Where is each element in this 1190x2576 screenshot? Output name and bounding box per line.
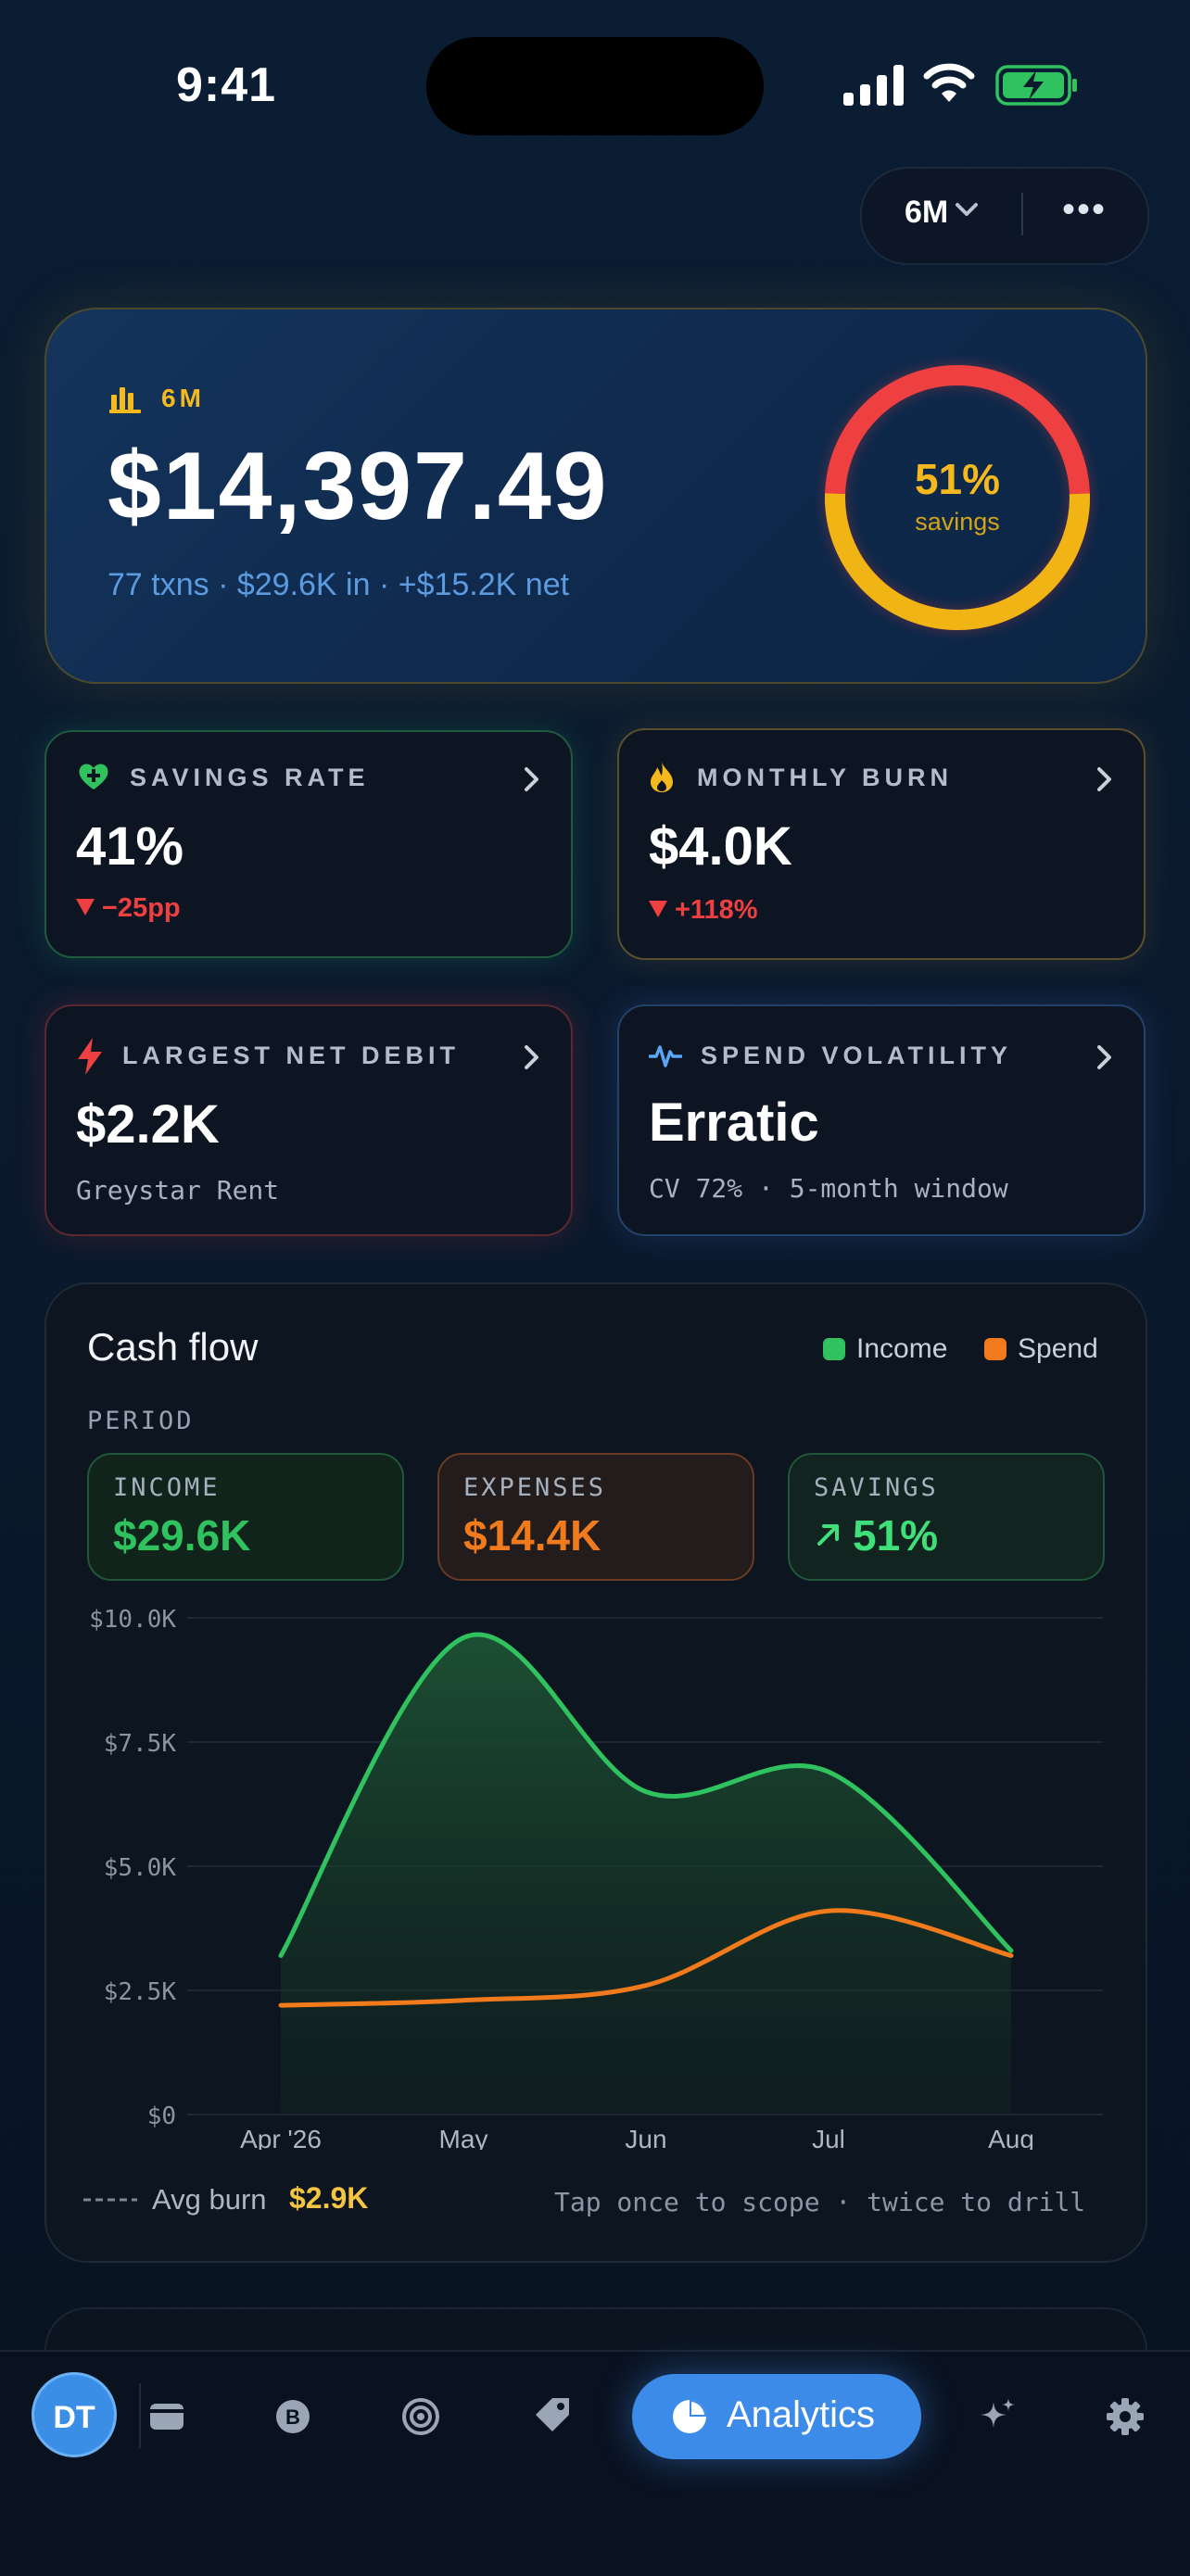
ring-label: savings	[915, 508, 1000, 536]
monthly-burn-label: MONTHLY BURN	[697, 764, 954, 791]
spend-volatility-value: Erratic	[649, 1092, 819, 1153]
lightning-icon	[78, 1038, 102, 1075]
x-tick-label: Jul	[812, 2125, 845, 2150]
avg-burn-label: Avg burn	[152, 2183, 267, 2216]
wallet-icon[interactable]	[146, 2396, 187, 2437]
triangle-down-icon	[76, 899, 95, 915]
bar-chart-icon	[109, 387, 141, 413]
total-balance: $14,397.49	[108, 433, 609, 540]
target-icon[interactable]	[400, 2396, 441, 2437]
spend-series-line	[278, 1908, 1014, 2008]
wifi-icon	[923, 63, 975, 102]
largest-debit-label: LARGEST NET DEBIT	[122, 1042, 461, 1069]
savings-ring[interactable]	[816, 356, 1099, 639]
savings-rate-value: 41%	[76, 816, 184, 877]
triangle-down-icon	[649, 901, 667, 917]
more-options-button[interactable]: •••	[1062, 189, 1108, 230]
tab-analytics-label: Analytics	[727, 2394, 876, 2435]
savings-rate-card[interactable]	[44, 730, 573, 958]
income-value: $29.6K	[113, 1511, 251, 1559]
income-series-line	[278, 1632, 1014, 1958]
largest-debit-card[interactable]	[44, 1004, 573, 1236]
status-time: 9:41	[176, 58, 277, 112]
chevron-right-icon[interactable]	[1095, 1043, 1114, 1071]
bitcoin-icon[interactable]: B	[272, 2396, 313, 2437]
y-tick-label: $7.5K	[104, 1730, 177, 1758]
expenses-value: $14.4K	[463, 1511, 601, 1559]
period-label: PERIOD	[87, 1407, 195, 1435]
savings-label: SAVINGS	[814, 1473, 939, 1502]
gear-icon[interactable]	[1105, 2396, 1146, 2437]
chevron-right-icon[interactable]	[1095, 765, 1114, 793]
x-tick-label: Jun	[625, 2125, 666, 2150]
monthly-burn-card[interactable]	[617, 728, 1146, 960]
monthly-burn-value: $4.0K	[649, 816, 792, 877]
legend-income-swatch	[823, 1338, 845, 1360]
hero-summary: 77 txns · $29.6K in · +$15.2K net	[108, 567, 570, 602]
legend-spend: Spend	[1018, 1333, 1098, 1364]
battery-charging-icon	[995, 65, 1077, 106]
flame-icon	[651, 762, 673, 792]
spend-volatility-card[interactable]	[617, 1004, 1146, 1236]
legend-spend-swatch	[984, 1338, 1006, 1360]
tag-icon[interactable]	[532, 2394, 573, 2435]
cash-flow-chart[interactable]: $10.0K $7.5K $5.0K $2.5K $0 Apr '26 May Jun Jul A…	[56, 1594, 1131, 2150]
ring-percentage: 51%	[914, 455, 1001, 503]
income-summary-box[interactable]	[87, 1453, 404, 1581]
savings-rate-label: SAVINGS RATE	[130, 764, 370, 791]
chevron-right-icon[interactable]	[523, 1043, 541, 1071]
chevron-down-icon[interactable]	[955, 198, 979, 221]
expenses-label: EXPENSES	[463, 1473, 607, 1502]
avg-burn-line-icon	[83, 2198, 137, 2202]
x-tick-label: May	[439, 2125, 488, 2150]
cellular-signal-icon	[843, 65, 904, 106]
dynamic-island	[426, 37, 764, 135]
monthly-burn-delta: +118%	[675, 895, 758, 925]
hero-range-label: 6M	[161, 384, 205, 412]
y-tick-label: $5.0K	[104, 1854, 177, 1882]
y-tick-label: $0	[147, 2102, 176, 2130]
pulse-icon	[649, 1045, 682, 1067]
arrow-up-right-icon	[817, 1524, 839, 1546]
largest-debit-merchant: Greystar Rent	[76, 1175, 280, 1206]
legend-income: Income	[856, 1333, 948, 1364]
chevron-right-icon[interactable]	[523, 765, 541, 793]
sparkles-icon[interactable]	[977, 2396, 1018, 2437]
x-tick-label: Aug	[988, 2125, 1034, 2150]
range-selector[interactable]: 6M	[905, 195, 949, 230]
y-tick-label: $10.0K	[89, 1606, 176, 1634]
chart-hint: Tap once to scope · twice to drill	[554, 2187, 1086, 2217]
tab-bar	[0, 2350, 1190, 2576]
cash-flow-title: Cash flow	[87, 1325, 259, 1369]
spend-volatility-detail: CV 72% · 5-month window	[649, 1173, 1008, 1204]
heart-plus-icon	[79, 764, 108, 789]
range-menu-pill	[860, 167, 1149, 265]
largest-debit-value: $2.2K	[76, 1094, 220, 1155]
pie-chart-icon	[673, 2400, 706, 2433]
avg-burn-value: $2.9K	[289, 2181, 369, 2215]
spend-volatility-label: SPEND VOLATILITY	[701, 1042, 1013, 1069]
x-tick-label: Apr '26	[240, 2125, 322, 2150]
income-label: INCOME	[113, 1473, 221, 1502]
savings-rate-delta: −25pp	[102, 893, 181, 923]
y-tick-label: $2.5K	[104, 1978, 177, 2006]
pill-divider	[1021, 193, 1023, 235]
expenses-summary-box[interactable]	[437, 1453, 754, 1581]
income-area	[281, 1635, 1011, 2115]
savings-summary-box[interactable]	[788, 1453, 1105, 1581]
savings-value: 51%	[853, 1511, 939, 1559]
tab-bar-divider	[139, 2383, 141, 2448]
avatar[interactable]: DT	[32, 2372, 117, 2457]
svg-text:B: B	[285, 2406, 300, 2429]
